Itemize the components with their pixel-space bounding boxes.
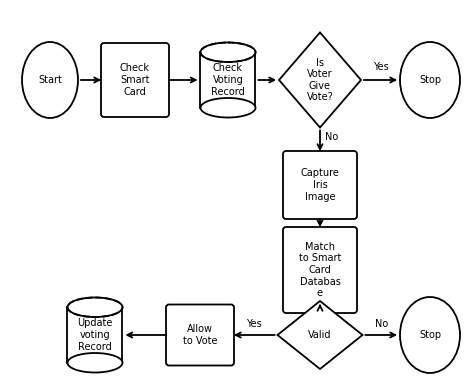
Text: Check
Smart
Card: Check Smart Card	[120, 64, 150, 97]
Text: Valid: Valid	[308, 330, 332, 340]
Text: Check
Voting
Record: Check Voting Record	[211, 64, 245, 97]
Text: No: No	[374, 319, 388, 329]
FancyBboxPatch shape	[101, 43, 169, 117]
Text: Yes: Yes	[373, 62, 388, 72]
Bar	[67, 307, 122, 363]
Text: Yes: Yes	[246, 319, 262, 329]
Text: Match
to Smart
Card
Databas
e: Match to Smart Card Databas e	[299, 242, 341, 298]
Bar	[201, 52, 255, 108]
Ellipse shape	[67, 353, 122, 373]
Text: Stop: Stop	[419, 75, 441, 85]
Ellipse shape	[67, 298, 122, 317]
Ellipse shape	[201, 98, 255, 118]
Ellipse shape	[400, 42, 460, 118]
Ellipse shape	[400, 297, 460, 373]
Text: Start: Start	[38, 75, 62, 85]
Text: No: No	[325, 131, 338, 141]
FancyBboxPatch shape	[283, 227, 357, 313]
FancyBboxPatch shape	[283, 151, 357, 219]
Polygon shape	[277, 301, 363, 369]
Text: Stop: Stop	[419, 330, 441, 340]
Ellipse shape	[201, 43, 255, 62]
Text: Allow
to Vote: Allow to Vote	[183, 324, 217, 346]
Text: Update
voting
Record: Update voting Record	[77, 318, 113, 352]
Polygon shape	[279, 33, 361, 128]
Text: Is
Voter
Give
Vote?: Is Voter Give Vote?	[307, 57, 333, 102]
Ellipse shape	[22, 42, 78, 118]
FancyBboxPatch shape	[166, 304, 234, 365]
Text: Capture
Iris
Image: Capture Iris Image	[301, 169, 339, 201]
